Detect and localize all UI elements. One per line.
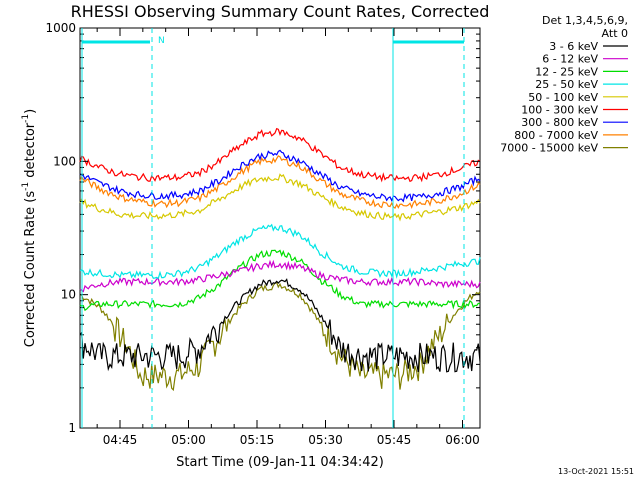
series-5: [79, 127, 481, 183]
series-2: [79, 249, 481, 312]
y-label-sup1: -1: [21, 182, 31, 191]
x-axis-label: Start Time (09-Jan-11 04:34:42): [176, 455, 384, 470]
x-tick-label: 05:30: [308, 433, 343, 447]
x-tick-label: 05:15: [240, 433, 275, 447]
series-6: [79, 149, 481, 203]
legend-label: 7000 - 15000 keV: [500, 142, 598, 155]
series-3: [79, 223, 481, 280]
y-label-end: ): [23, 109, 38, 114]
legend-label: 50 - 100 keV: [528, 91, 598, 104]
series-line: [79, 259, 481, 293]
y-tick-label: 1: [68, 421, 76, 435]
plot-frame: [79, 27, 481, 429]
legend-header-line-2: Att 0: [602, 27, 628, 40]
series-line: [79, 149, 481, 203]
legend-label: 800 - 7000 keV: [514, 129, 598, 142]
night-markers: [81, 28, 465, 428]
series-line: [79, 281, 481, 392]
chart-title: RHESSI Observing Summary Count Rates, Co…: [71, 2, 490, 21]
series-8: [79, 281, 481, 392]
legend-header-line-1: Det 1,3,4,5,6,9,: [542, 14, 628, 27]
y-label-mid: detector: [23, 122, 38, 182]
x-tick-label: 06:00: [445, 433, 480, 447]
y-label-sup2: -1: [21, 114, 31, 123]
series-line: [79, 155, 481, 210]
series-layer: [79, 127, 481, 392]
legend-label: 25 - 50 keV: [535, 78, 598, 91]
x-tick-label: 05:00: [171, 433, 206, 447]
series-line: [79, 249, 481, 312]
series-4: [79, 173, 481, 222]
y-tick-label: 10: [61, 288, 76, 302]
y-label-main: Corrected Count Rate (s: [23, 191, 38, 348]
y-tick-label: 1000: [45, 21, 76, 35]
night-marker-label: N: [158, 36, 165, 46]
legend-label: 3 - 6 keV: [549, 40, 598, 53]
legend-label: 300 - 800 keV: [521, 116, 598, 129]
y-tick-label: 100: [53, 154, 76, 168]
series-0: [79, 278, 481, 373]
footer-date: 13-Oct-2021 15:51: [558, 467, 634, 476]
legend-label: 12 - 25 keV: [535, 65, 598, 78]
series-line: [79, 127, 481, 183]
axis-layer: 1 10 100 1000 04:45 05:00 05:15 05:30 05:45 06:00: [45, 21, 480, 447]
legend-label: 6 - 12 keV: [542, 53, 598, 66]
series-line: [79, 278, 481, 373]
legend-label: 100 - 300 keV: [521, 104, 598, 117]
x-tick-label: 05:45: [377, 433, 412, 447]
series-line: [79, 173, 481, 222]
series-7: [79, 155, 481, 210]
y-axis-label: Corrected Count Rate (s-1 detector-1): [21, 109, 38, 347]
series-line: [79, 223, 481, 280]
x-tick-label: 04:45: [103, 433, 138, 447]
series-1: [79, 259, 481, 293]
